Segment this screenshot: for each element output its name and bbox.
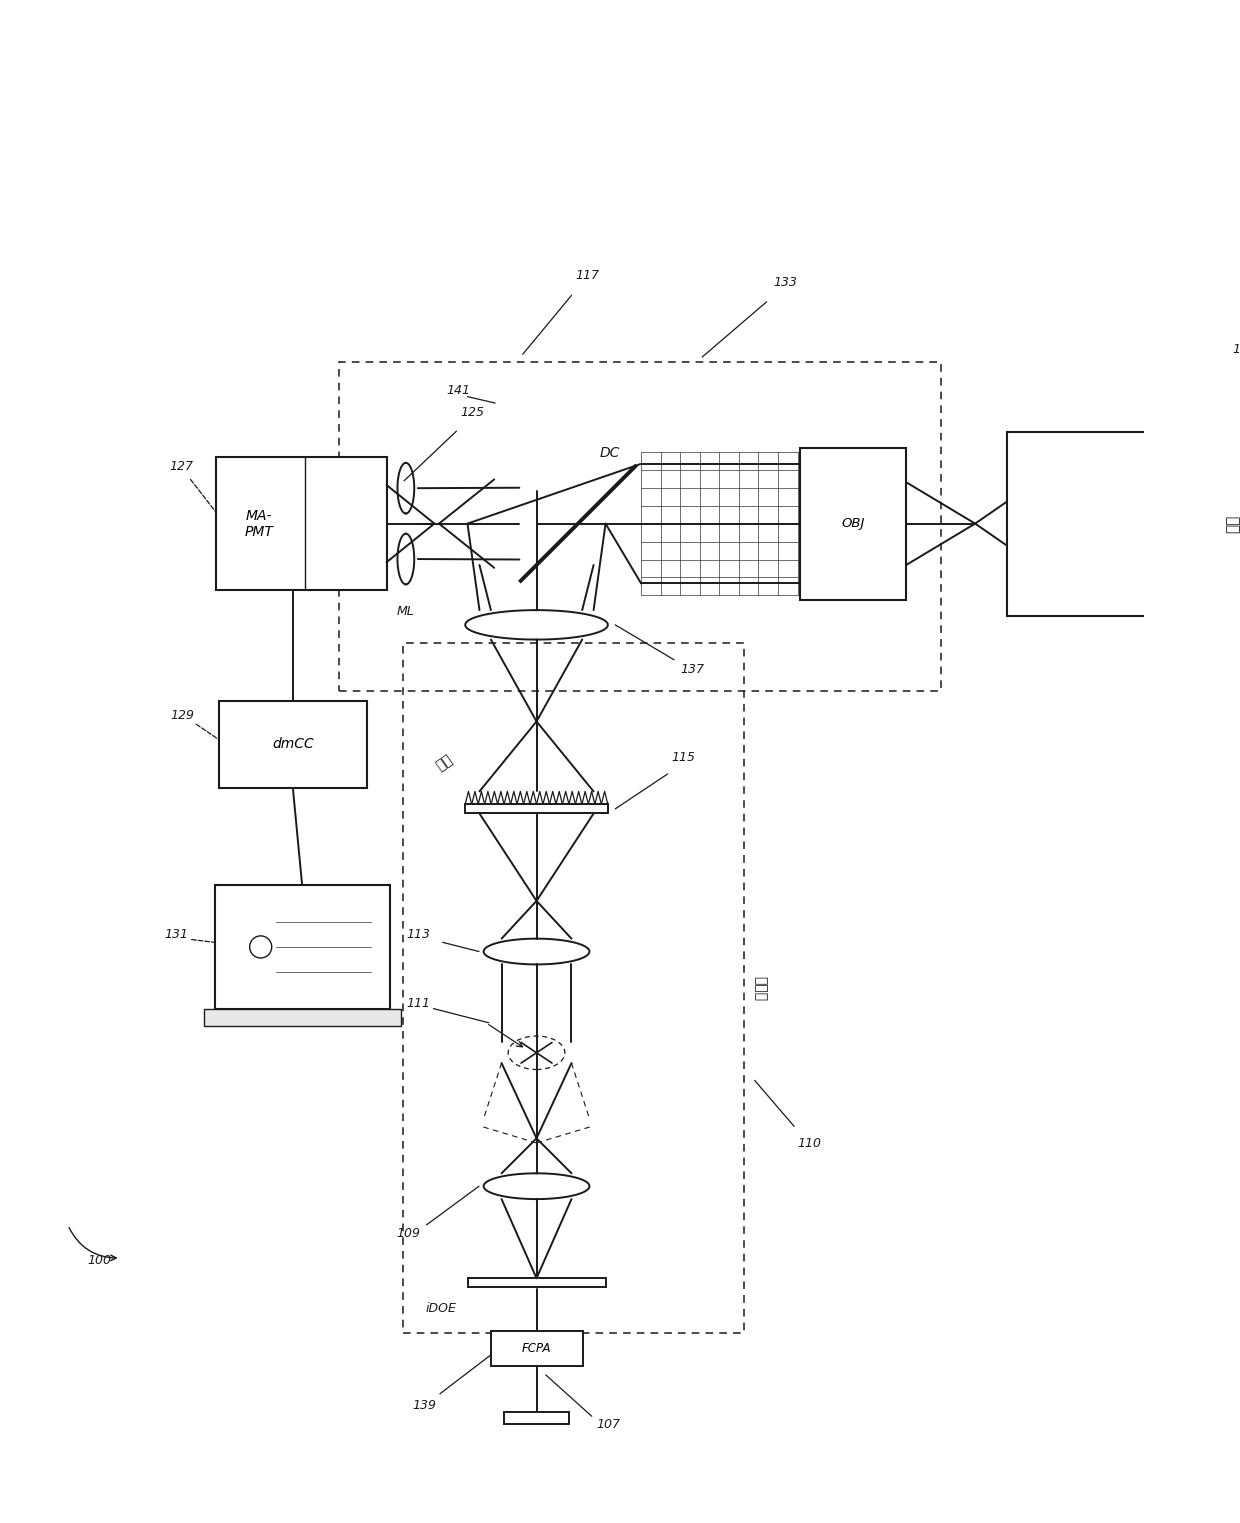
Bar (467, 1278, 605, 1287)
Text: 115: 115 (671, 751, 696, 765)
Text: MA-
PMT: MA- PMT (244, 509, 273, 539)
Text: ML: ML (397, 605, 414, 618)
Bar (203, 1010, 401, 1025)
Text: 样本: 样本 (1225, 515, 1240, 533)
Bar (1007, 431, 1192, 615)
Bar (216, 457, 387, 591)
Text: FCPA: FCPA (522, 1342, 552, 1354)
Text: 111: 111 (407, 996, 430, 1010)
Text: 113: 113 (407, 928, 430, 941)
Bar (219, 701, 367, 789)
Text: 119: 119 (1233, 343, 1240, 356)
Bar (505, 1412, 569, 1424)
Text: 129: 129 (170, 708, 195, 722)
Bar (215, 885, 389, 1010)
Text: 117: 117 (575, 270, 599, 282)
Text: dmCC: dmCC (272, 737, 314, 751)
Text: 100: 100 (87, 1255, 112, 1267)
Text: DC: DC (600, 446, 620, 460)
Text: iDOE: iDOE (425, 1302, 456, 1316)
Text: 139: 139 (412, 1398, 436, 1412)
Text: 127: 127 (170, 460, 193, 474)
Text: OBJ: OBJ (842, 518, 866, 530)
Text: 107: 107 (596, 1418, 620, 1432)
Text: 131: 131 (164, 928, 188, 941)
Bar (800, 448, 906, 600)
Bar (339, 361, 941, 691)
Text: 109: 109 (396, 1228, 420, 1240)
Bar (491, 1331, 583, 1366)
Text: 110: 110 (797, 1136, 822, 1150)
Bar (465, 804, 608, 813)
Text: 133: 133 (773, 276, 797, 289)
Text: 137: 137 (681, 663, 704, 676)
Text: 光栅: 光栅 (434, 752, 455, 774)
Text: 141: 141 (446, 384, 470, 398)
Bar (403, 643, 744, 1334)
Text: 125: 125 (460, 407, 484, 419)
Text: 扫描器: 扫描器 (753, 976, 768, 1001)
